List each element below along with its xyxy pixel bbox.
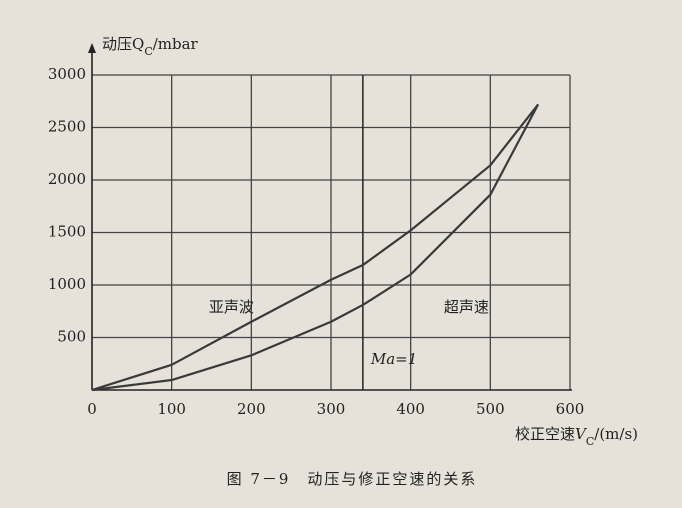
y-axis-title-part: /mbar <box>153 35 199 53</box>
x-axis-title-part: V <box>575 425 588 443</box>
y-tick-label: 500 <box>57 328 86 346</box>
x-axis-title-part: 校正空速 <box>515 425 575 443</box>
y-axis-title-part: 动压Q <box>102 35 144 53</box>
x-axis-title: 校正空速VC/(m/s) <box>515 425 638 448</box>
y-tick-label: 1000 <box>48 275 86 293</box>
x-tick-label: 300 <box>317 400 346 418</box>
x-axis-title-part: /(m/s) <box>594 425 638 443</box>
region-label: 亚声波 <box>209 298 254 316</box>
curve <box>91 103 540 392</box>
curve <box>91 103 539 392</box>
y-axis-arrow <box>88 43 96 53</box>
mach-label: Ma=1 <box>370 350 417 368</box>
x-tick-label: 400 <box>396 400 425 418</box>
caption: 图 7－9 动压与修正空速的关系 <box>227 470 478 488</box>
x-tick-label: 500 <box>476 400 505 418</box>
region-label: 超声速 <box>444 298 489 316</box>
y-axis-title: 动压QC/mbar <box>102 35 199 58</box>
y-tick-label: 3000 <box>48 65 86 83</box>
y-axis-title-part: C <box>144 45 152 58</box>
y-tick-label: 1500 <box>48 223 86 241</box>
y-tick-label: 2500 <box>48 118 86 136</box>
x-tick-label: 0 <box>87 400 97 418</box>
x-tick-label: 600 <box>556 400 585 418</box>
x-tick-label: 200 <box>237 400 266 418</box>
y-tick-label: 2000 <box>48 170 86 188</box>
x-axis-title-part: C <box>586 435 594 448</box>
x-tick-label: 100 <box>157 400 186 418</box>
